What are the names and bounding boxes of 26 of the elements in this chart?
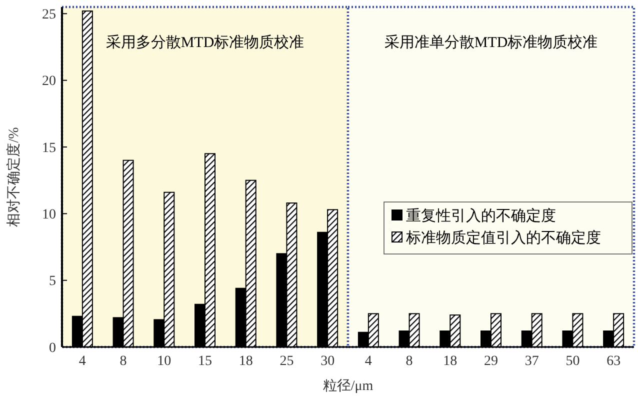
x-tick-label: 18 xyxy=(238,354,253,369)
annotation: 采用准单分散MTD标准物质校准 xyxy=(384,34,598,51)
y-tick-label: 5 xyxy=(49,274,56,290)
x-tick-label: 8 xyxy=(406,354,413,369)
y-tick-label: 10 xyxy=(42,208,56,223)
y-axis-title: 相对不确定度/% xyxy=(6,126,22,227)
x-tick-label: 10 xyxy=(157,354,172,369)
x-tick-label: 25 xyxy=(280,354,294,369)
annotation: 采用多分散MTD标准物质校准 xyxy=(106,34,304,51)
x-tick-label: 50 xyxy=(566,354,580,369)
x-tick-label: 4 xyxy=(78,354,86,369)
legend-label: 标准物质定值引入的不确定度 xyxy=(405,229,601,246)
y-tick-label: 25 xyxy=(42,8,56,23)
x-tick-label: 4 xyxy=(364,354,372,369)
x-tick-label: 15 xyxy=(198,354,212,369)
x-tick-label: 37 xyxy=(524,354,539,369)
x-axis-title: 粒径/μm xyxy=(322,378,374,394)
y-tick-label: 0 xyxy=(49,340,56,356)
legend-label: 重复性引入的不确定度 xyxy=(406,207,556,224)
x-tick-label: 30 xyxy=(320,354,335,369)
x-tick-label: 18 xyxy=(443,354,458,369)
x-tick-label: 8 xyxy=(120,354,127,369)
y-tick-label: 15 xyxy=(42,140,56,156)
x-tick-label: 29 xyxy=(484,354,498,369)
x-tick-label: 63 xyxy=(606,354,621,369)
y-tick-label: 20 xyxy=(42,74,56,90)
